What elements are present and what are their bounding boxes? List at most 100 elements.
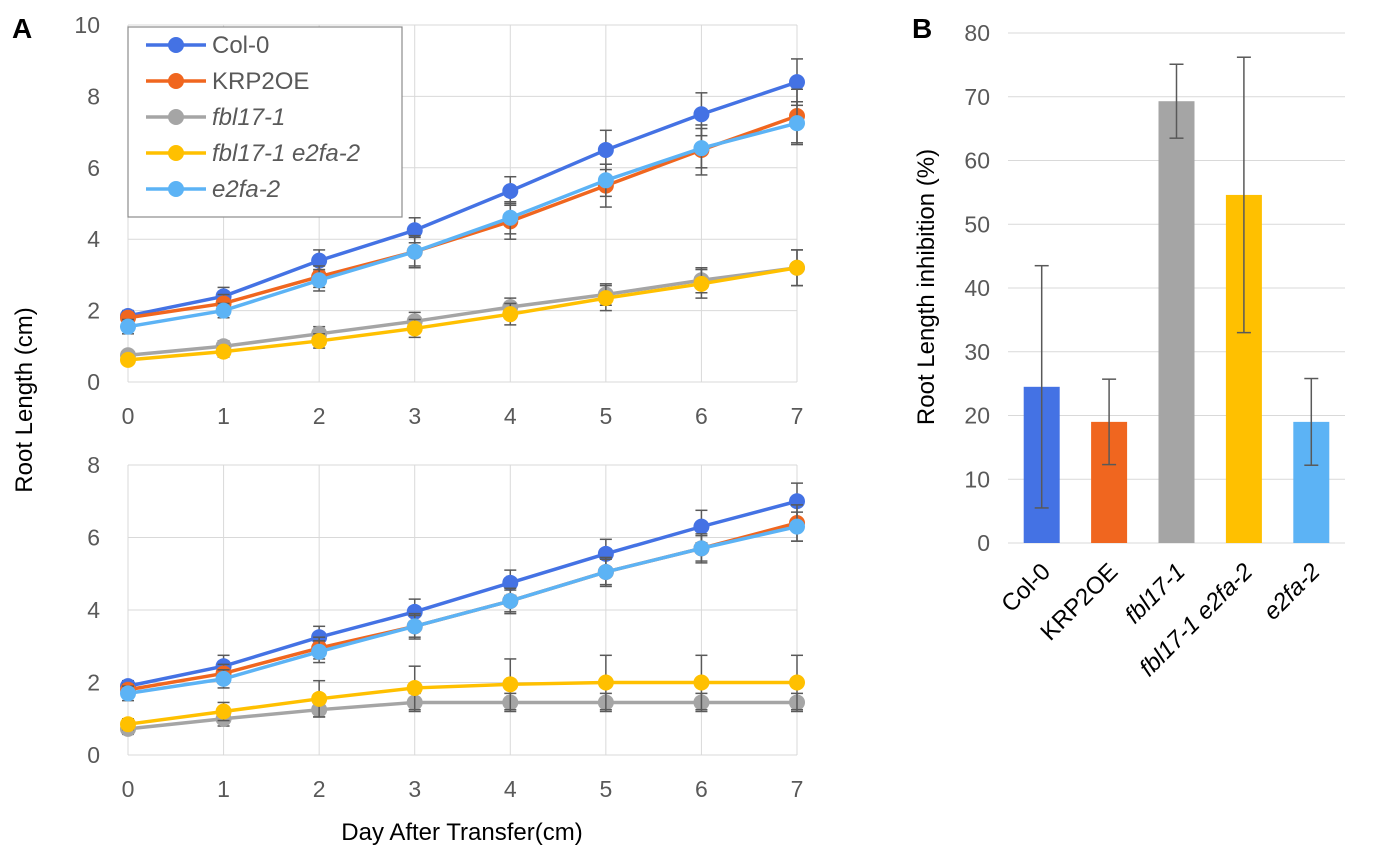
data-point: [597, 674, 614, 691]
legend-a: Col-0 KRP2OE fbl17-1 fbl17-1 e2fa-2 e2fa-2: [127, 26, 403, 218]
series-e2fa-2: [120, 511, 805, 702]
y-tick-label: 10: [964, 466, 990, 492]
x-tick-label: 6: [695, 776, 708, 802]
legend-marker: [168, 37, 184, 53]
data-point: [502, 183, 519, 200]
data-point: [502, 209, 519, 226]
data-point: [311, 252, 328, 269]
data-point: [693, 540, 710, 557]
panel-label-b: B: [912, 13, 932, 44]
y-tick-label: 60: [964, 148, 990, 174]
x-tick-label: 0: [122, 776, 135, 802]
chart-a-bottom: 0 2 4 6 8 0 1 2 3 4 5 6 7: [87, 452, 805, 802]
y-tick-label: 8: [87, 452, 100, 478]
data-point: [215, 703, 232, 720]
data-point: [406, 320, 423, 337]
x-tick-label: 1: [217, 776, 230, 802]
x-tick-label: 7: [791, 403, 804, 429]
series-line: [127, 700, 797, 731]
category-label: Col-0: [996, 558, 1056, 618]
data-point: [120, 685, 136, 702]
series-line: [127, 499, 798, 688]
series-line: [127, 524, 798, 696]
series-line: [127, 80, 798, 318]
legend-entry: Col-0: [212, 32, 269, 59]
chart-b: 01020304050607080Col-0KRP2OEfbl17-1fbl17…: [964, 20, 1345, 682]
x-tick-label: 6: [695, 403, 708, 429]
data-point: [215, 302, 232, 319]
x-tick-label: 4: [504, 776, 517, 802]
x-axis-label-a: Day After Transfer(cm): [341, 819, 582, 846]
y-tick-label: 20: [964, 403, 990, 429]
data-point: [215, 670, 232, 687]
x-tick-label: 3: [408, 776, 421, 802]
data-point: [789, 674, 805, 691]
data-point: [311, 272, 328, 289]
category-label: e2fa-2: [1258, 558, 1325, 625]
data-point: [693, 518, 710, 535]
data-point: [406, 618, 423, 635]
y-tick-label: 40: [964, 275, 990, 301]
x-tick-label: 1: [217, 403, 230, 429]
y-tick-label: 8: [87, 83, 100, 109]
data-point: [597, 172, 614, 189]
data-point: [789, 518, 805, 535]
x-tick-label: 5: [599, 403, 612, 429]
x-tick-label: 5: [599, 776, 612, 802]
y-tick-label: 30: [964, 339, 990, 365]
series-line: [127, 266, 798, 357]
legend-entry: fbl17-1 e2fa-2: [212, 140, 360, 167]
y-tick-label: 6: [87, 155, 100, 181]
legend-entry: KRP2OE: [212, 68, 309, 95]
data-point: [406, 222, 423, 239]
data-point: [120, 318, 136, 335]
legend-marker: [168, 109, 184, 125]
x-tick-label: 2: [313, 776, 326, 802]
data-point: [693, 674, 710, 691]
y-tick-label: 4: [87, 597, 100, 623]
y-tick-label: 80: [964, 20, 990, 46]
x-tick-label: 0: [122, 403, 135, 429]
data-point: [215, 343, 232, 360]
data-point: [311, 643, 328, 660]
data-point: [693, 275, 710, 292]
series-line: [127, 680, 797, 726]
panel-label-a: A: [12, 13, 32, 44]
y-tick-label: 2: [87, 670, 100, 696]
y-tick-label: 0: [87, 742, 100, 768]
series-krp2oe: [120, 504, 805, 698]
y-axis-label-a: Root Length (cm): [11, 307, 38, 492]
y-tick-label: 50: [964, 211, 990, 237]
legend-marker: [168, 181, 184, 197]
data-point: [502, 592, 519, 609]
data-point: [693, 106, 710, 123]
legend-marker: [168, 73, 184, 89]
x-tick-label: 7: [791, 776, 804, 802]
data-point: [597, 141, 614, 158]
data-point: [597, 563, 614, 580]
data-point: [406, 243, 423, 260]
series-col-0: [120, 482, 805, 695]
series-e2fa-2: [120, 101, 805, 335]
y-tick-label: 6: [87, 525, 100, 551]
data-point: [406, 679, 423, 696]
x-tick-label: 2: [313, 403, 326, 429]
series-fbl17-1-e2fa-2: [120, 249, 805, 368]
data-point: [311, 690, 328, 707]
series-fbl17-1-e2fa-2: [120, 654, 805, 733]
legend-entry: fbl17-1: [212, 104, 285, 131]
bar: [1158, 101, 1195, 544]
y-axis-label-b: Root Length inhibition (%): [913, 149, 940, 425]
x-tick-label: 3: [408, 403, 421, 429]
series-line: [127, 266, 798, 362]
x-tick-label: 4: [504, 403, 517, 429]
y-tick-label: 4: [87, 226, 100, 252]
data-point: [502, 574, 519, 591]
data-point: [502, 306, 519, 323]
y-tick-label: 0: [87, 369, 100, 395]
y-tick-label: 0: [977, 530, 990, 556]
data-point: [693, 140, 710, 157]
legend-marker: [168, 145, 184, 161]
data-point: [120, 716, 136, 733]
